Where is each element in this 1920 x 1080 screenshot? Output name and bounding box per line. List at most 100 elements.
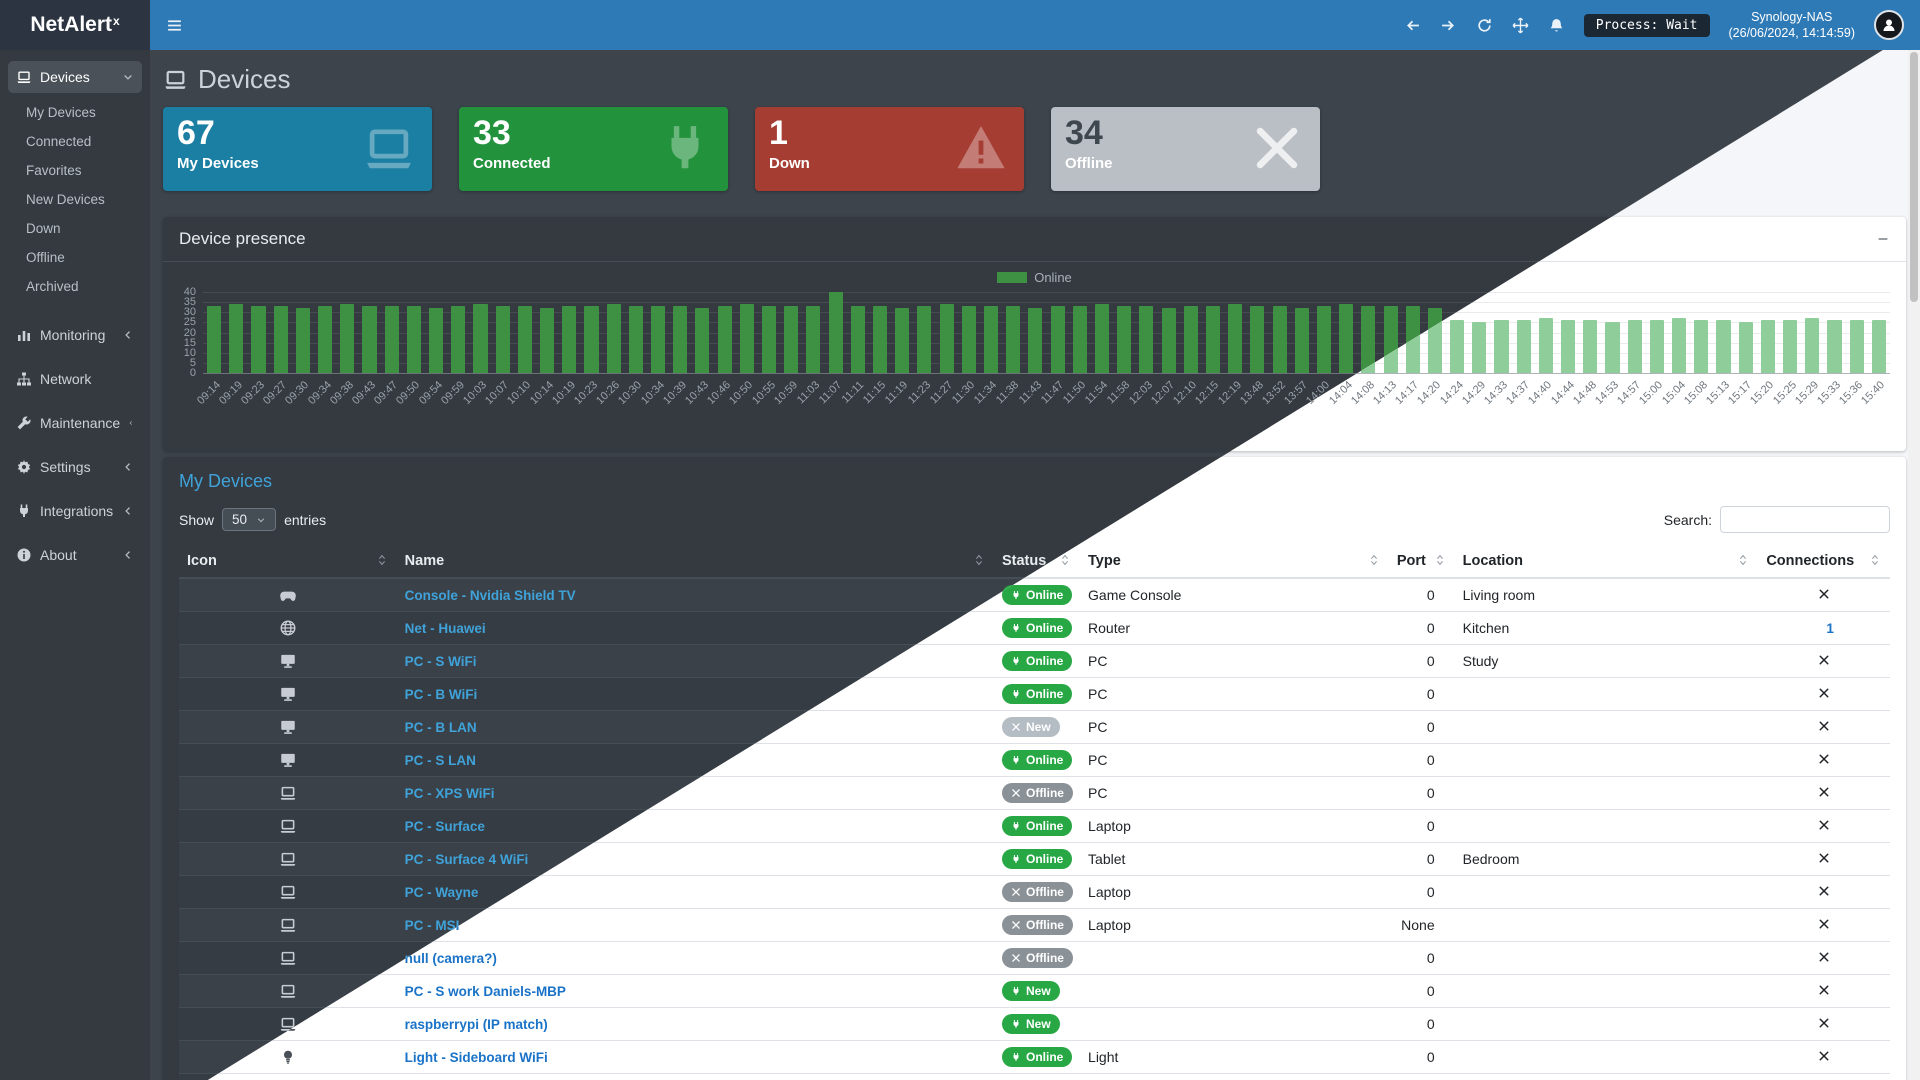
x-axis-tick-label: 10:59 xyxy=(771,379,800,407)
column-header[interactable]: Name xyxy=(396,545,994,579)
user-icon xyxy=(1881,17,1897,33)
device-name-link[interactable]: raspberrypi (IP match) xyxy=(404,1017,548,1032)
sidebar-subitem[interactable]: Down xyxy=(0,214,150,243)
device-port-cell: 0 xyxy=(1388,677,1455,711)
sort-icon[interactable] xyxy=(375,553,389,567)
device-name-link[interactable]: PC - S WiFi xyxy=(404,654,477,669)
connection-x-icon[interactable] xyxy=(1818,1017,1830,1029)
device-name-link[interactable]: Console - Nvidia Shield TV xyxy=(404,588,576,603)
sort-icon[interactable] xyxy=(1058,553,1072,567)
connection-x-icon[interactable] xyxy=(1818,819,1830,831)
nav-forward-icon[interactable] xyxy=(1440,17,1457,34)
sort-icon[interactable] xyxy=(972,553,986,567)
move-icon[interactable] xyxy=(1512,17,1529,34)
sidebar-item-devices[interactable]: Devices xyxy=(8,61,142,93)
sort-icon[interactable] xyxy=(1736,553,1750,567)
sidebar-subitem[interactable]: My Devices xyxy=(0,98,150,127)
x-axis-tick-label: 14:48 xyxy=(1570,379,1599,407)
device-name-link[interactable]: PC - Surface xyxy=(404,819,485,834)
host-timestamp: (26/06/2024, 14:14:59) xyxy=(1728,26,1856,40)
table-row[interactable]: PC - Wayne Offline Laptop 0 xyxy=(207,875,1890,909)
panel-collapse-icon[interactable] xyxy=(1876,232,1890,246)
connection-x-icon[interactable] xyxy=(1818,1050,1830,1062)
page-scrollbar[interactable] xyxy=(1908,37,1920,1080)
sidebar-section-item[interactable]: Settings xyxy=(8,451,142,483)
scrollbar-thumb[interactable] xyxy=(1910,52,1918,302)
nav-back-icon[interactable] xyxy=(1404,17,1421,34)
table-row[interactable]: Light - Sideboard WiFi Online Light 0 xyxy=(207,1040,1890,1074)
sidebar-section-item[interactable]: Integrations xyxy=(8,495,142,527)
sidebar-section-item[interactable]: Network xyxy=(8,363,142,395)
presence-bar xyxy=(318,306,333,373)
sidebar-subitem[interactable]: Connected xyxy=(0,127,150,156)
user-avatar[interactable] xyxy=(1874,10,1904,40)
sidebar-toggle-icon[interactable] xyxy=(166,17,183,34)
sidebar-section-item[interactable]: About xyxy=(8,539,142,571)
column-header[interactable]: Connections xyxy=(1758,545,1890,579)
column-header[interactable]: Location xyxy=(1454,545,1759,579)
sort-icon[interactable] xyxy=(1367,553,1381,567)
stat-card-value: 34 xyxy=(1065,114,1103,152)
column-header[interactable]: Type xyxy=(1080,545,1389,579)
sidebar-subitem[interactable]: Archived xyxy=(0,272,150,301)
x-axis-tick-label: 14:08 xyxy=(1348,379,1377,407)
page-size-select[interactable]: 50 xyxy=(222,508,277,531)
connection-x-icon[interactable] xyxy=(1818,918,1830,930)
table-row[interactable]: PC - S work Daniels-MBP New 0 xyxy=(207,974,1890,1008)
sidebar-section-item[interactable]: Monitoring xyxy=(8,319,142,351)
device-name-link[interactable]: Net - Huawei xyxy=(404,621,486,636)
connection-x-icon[interactable] xyxy=(1818,951,1830,963)
column-header[interactable]: Port xyxy=(1388,545,1455,579)
search-input[interactable] xyxy=(1720,506,1890,533)
sort-icon[interactable] xyxy=(1868,553,1882,567)
refresh-icon[interactable] xyxy=(1476,17,1493,34)
connection-x-icon[interactable] xyxy=(1818,753,1830,765)
device-name-link[interactable]: PC - Surface 4 WiFi xyxy=(404,852,529,867)
stat-card[interactable]: 34 Offline xyxy=(1051,107,1320,191)
sidebar-subitem[interactable]: Favorites xyxy=(0,156,150,185)
stat-card[interactable]: 33 Connected xyxy=(459,107,728,191)
presence-bar xyxy=(273,306,288,373)
table-row[interactable]: Light - bedside B WiFi Offline Light 0 xyxy=(207,1073,1890,1080)
connection-x-icon[interactable] xyxy=(1818,852,1830,864)
device-name-link[interactable]: Light - Sideboard WiFi xyxy=(404,1050,548,1065)
device-name-link[interactable]: PC - B LAN xyxy=(404,720,477,735)
connection-x-icon[interactable] xyxy=(1818,786,1830,798)
column-header[interactable]: Icon xyxy=(179,545,397,579)
connection-x-icon[interactable] xyxy=(1818,984,1830,996)
stat-card[interactable]: 67 My Devices xyxy=(163,107,432,191)
y-axis-tick-label: 35 xyxy=(183,296,196,309)
device-type-cell: PC xyxy=(1080,644,1389,678)
device-type-icon xyxy=(279,718,297,736)
device-name-link[interactable]: PC - S work Daniels-MBP xyxy=(404,984,566,999)
sidebar-subitem-label: Connected xyxy=(26,134,92,149)
device-location-cell xyxy=(1454,1040,1759,1074)
presence-bar xyxy=(251,306,266,373)
sidebar-subitem[interactable]: New Devices xyxy=(0,185,150,214)
table-row[interactable]: null (camera?) Offline 0 xyxy=(207,941,1890,975)
connection-x-icon[interactable] xyxy=(1818,654,1830,666)
stat-card-value: 67 xyxy=(177,114,215,152)
entries-label: entries xyxy=(284,511,327,528)
device-name-link[interactable]: null (camera?) xyxy=(404,951,497,966)
connection-x-icon[interactable] xyxy=(1818,720,1830,732)
sidebar-subitem[interactable]: Offline xyxy=(0,243,150,272)
x-axis-tick-label: 15:25 xyxy=(1770,379,1799,407)
stat-card[interactable]: 1 Down xyxy=(755,107,1024,191)
process-status-pill[interactable]: Process: Wait xyxy=(1583,13,1710,37)
connection-x-icon[interactable] xyxy=(1818,588,1830,600)
notifications-bell-icon[interactable] xyxy=(1548,17,1565,34)
connection-x-icon[interactable] xyxy=(1818,885,1830,897)
table-row[interactable]: raspberrypi (IP match) New 0 xyxy=(207,1007,1890,1041)
device-name-link[interactable]: PC - Wayne xyxy=(404,885,479,900)
sort-icon[interactable] xyxy=(1433,553,1447,567)
connections-count-link[interactable]: 1 xyxy=(1826,621,1834,636)
connection-x-icon[interactable] xyxy=(1814,621,1826,633)
device-name-link[interactable]: PC - B WiFi xyxy=(404,687,478,702)
device-name-link[interactable]: PC - S LAN xyxy=(404,753,476,768)
device-name-link[interactable]: PC - XPS WiFi xyxy=(404,786,495,801)
connection-x-icon[interactable] xyxy=(1818,687,1830,699)
sidebar-section-item[interactable]: Maintenance xyxy=(8,407,142,439)
device-name-link[interactable]: PC - MSI xyxy=(404,918,460,933)
